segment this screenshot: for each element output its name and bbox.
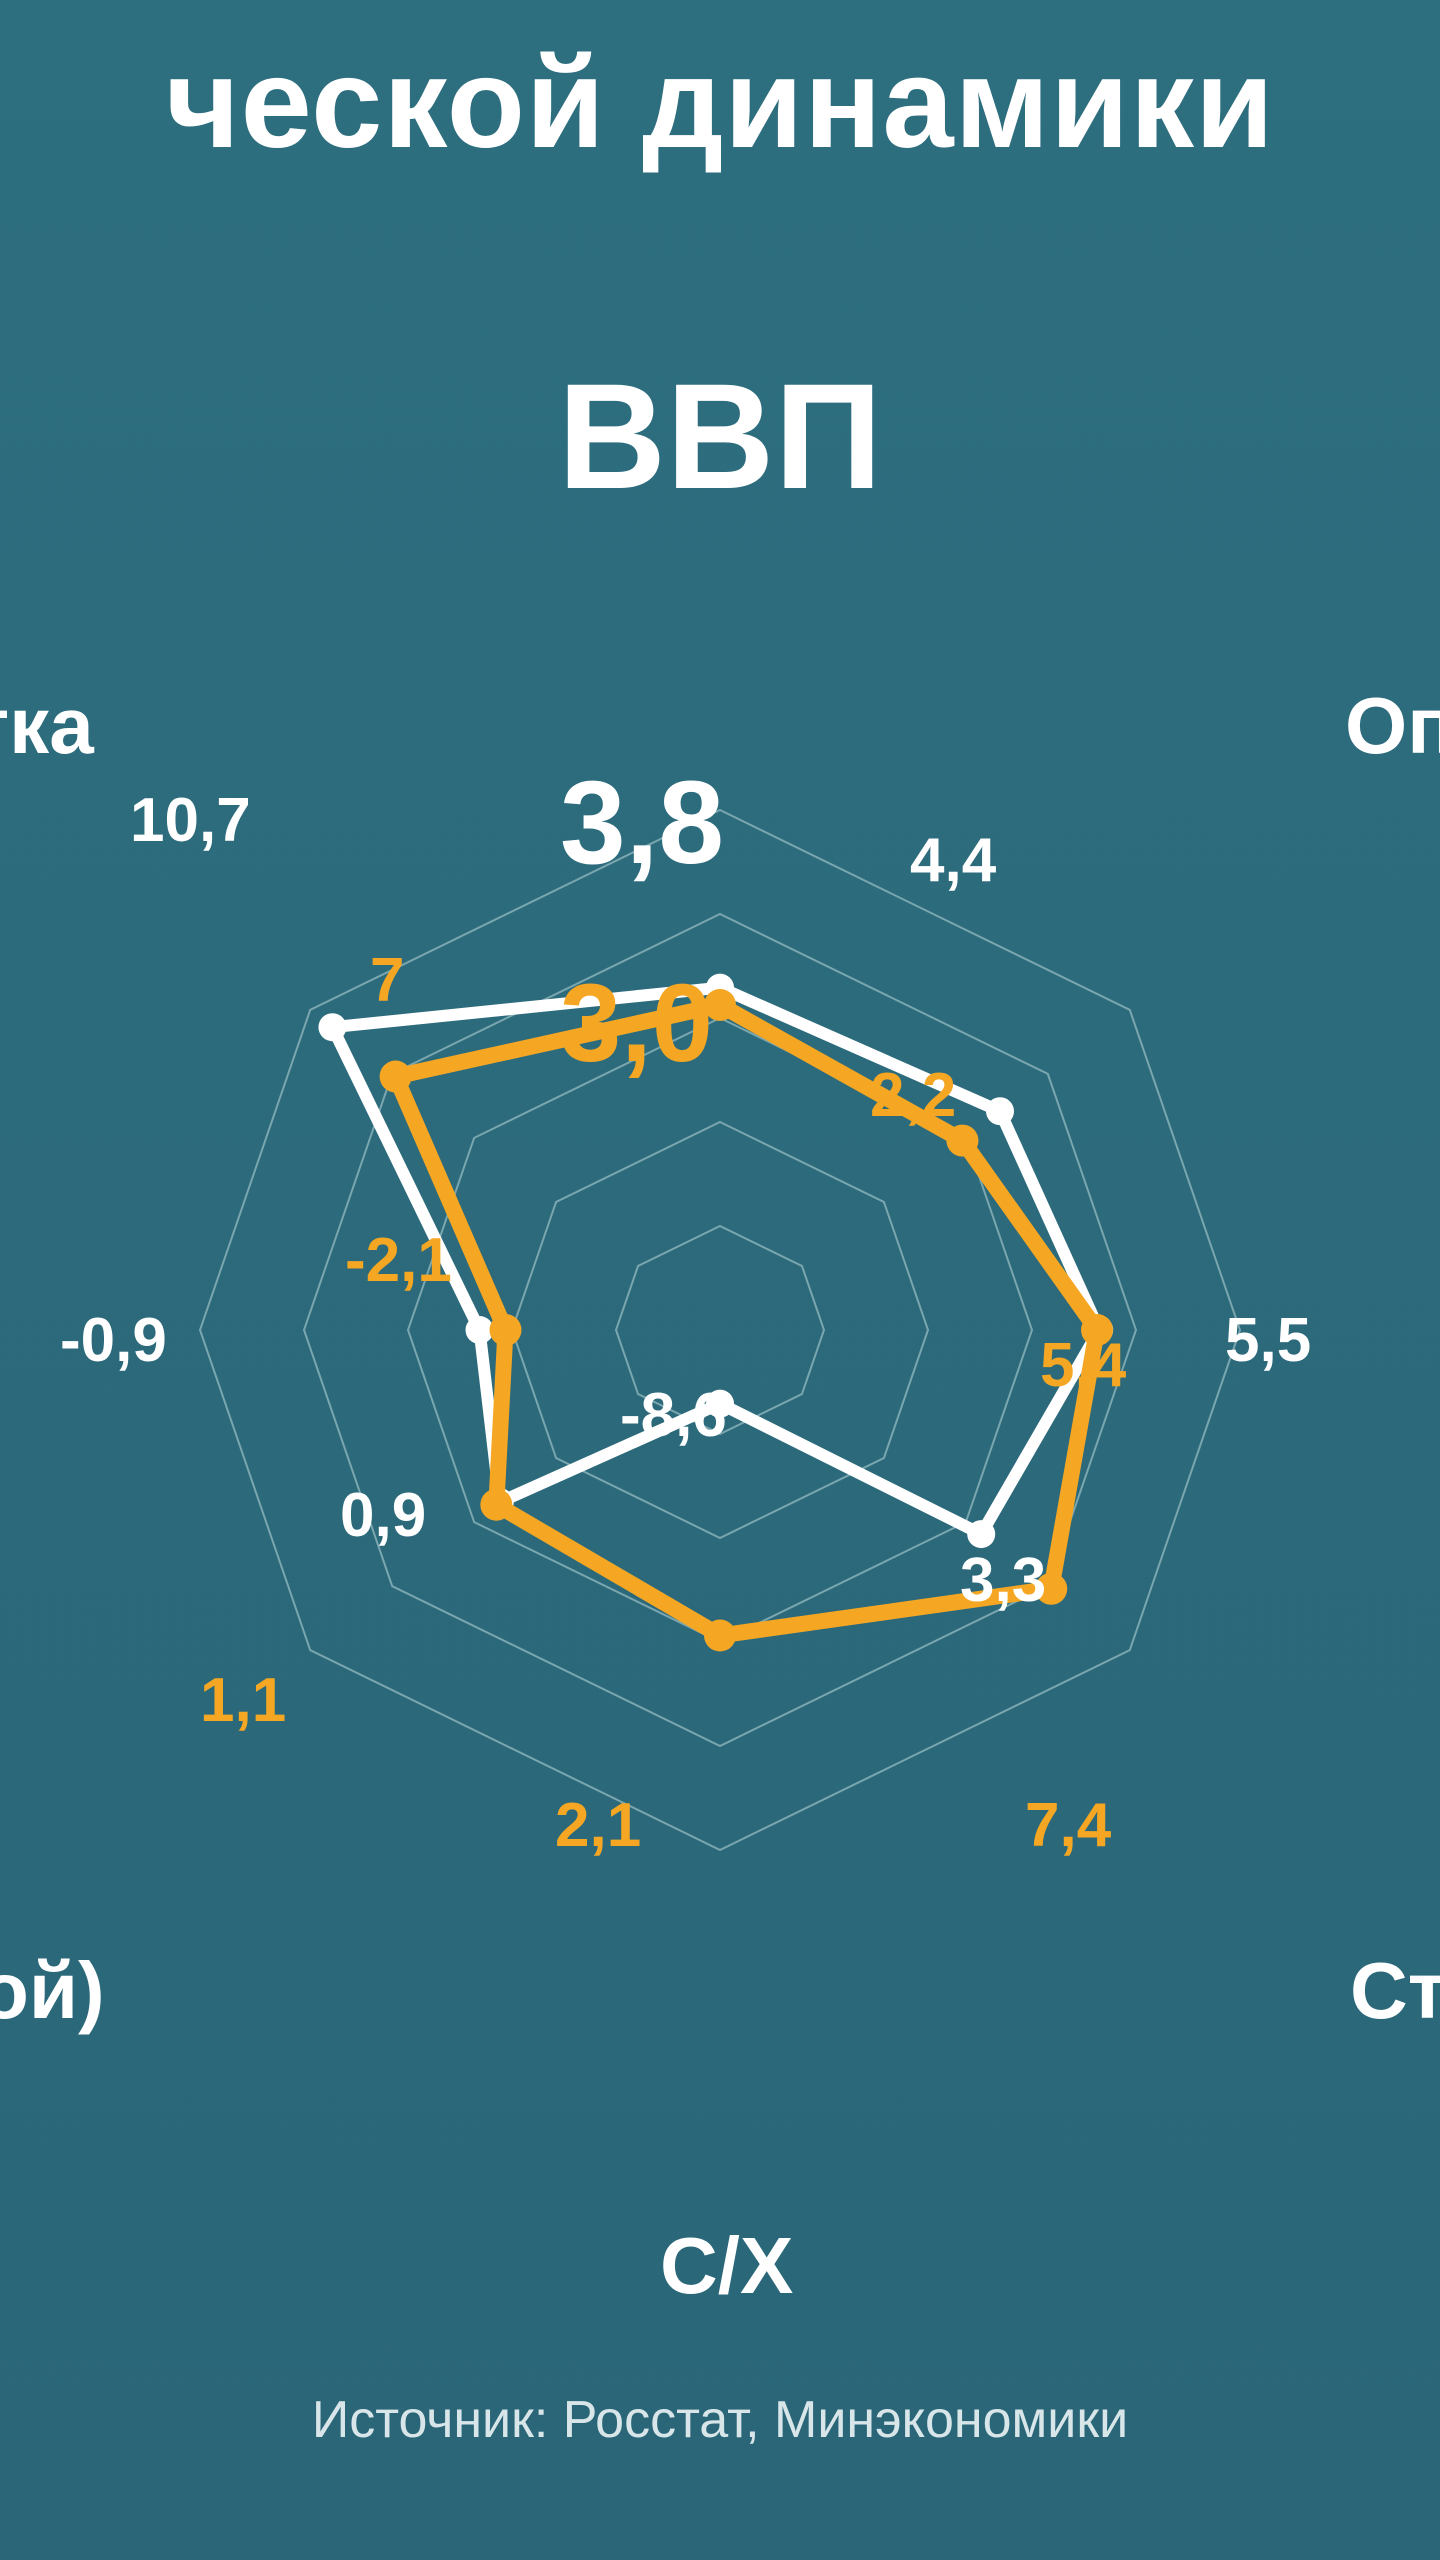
axis-label: Стр	[1350, 1945, 1440, 2037]
radar-chart	[0, 0, 1440, 2560]
axis-label: Опт	[1345, 680, 1440, 772]
white-series-value: -0,9	[60, 1305, 167, 1376]
orange-series-value: 2,2	[870, 1060, 956, 1131]
orange-series-marker	[380, 1061, 412, 1093]
white-series-value: 0,9	[340, 1480, 426, 1551]
axis-label: ой)	[0, 1945, 105, 2037]
orange-series-marker	[480, 1489, 512, 1521]
white-series-marker	[967, 1520, 995, 1548]
white-series-marker	[318, 1013, 346, 1041]
orange-series-value: -2,1	[345, 1225, 452, 1296]
orange-series-value: 1,1	[200, 1665, 286, 1736]
orange-series-value: 2,1	[555, 1790, 641, 1861]
white-series-value: 4,4	[910, 825, 996, 896]
white-series-value: 5,5	[1225, 1305, 1311, 1376]
orange-series-value: 7	[370, 945, 404, 1016]
white-series-big-value: 3,8	[560, 755, 724, 891]
white-series-value: 3,3	[960, 1545, 1046, 1616]
white-series-marker	[466, 1316, 494, 1344]
orange-series-value: 7,4	[1025, 1790, 1111, 1861]
axis-label: С/Х	[660, 2220, 793, 2312]
orange-series-marker	[704, 1620, 736, 1652]
white-series-marker	[986, 1097, 1014, 1125]
orange-series-marker	[490, 1314, 522, 1346]
white-series-value: 10,7	[130, 785, 251, 856]
white-series-value: -8,6	[620, 1380, 727, 1451]
source-footer: Источник: Росстат, Минэкономики	[312, 2390, 1128, 2450]
orange-series-value: 5,4	[1040, 1330, 1126, 1401]
axis-label: тка	[0, 680, 94, 772]
orange-series-big-value: 3,0	[560, 960, 713, 1087]
